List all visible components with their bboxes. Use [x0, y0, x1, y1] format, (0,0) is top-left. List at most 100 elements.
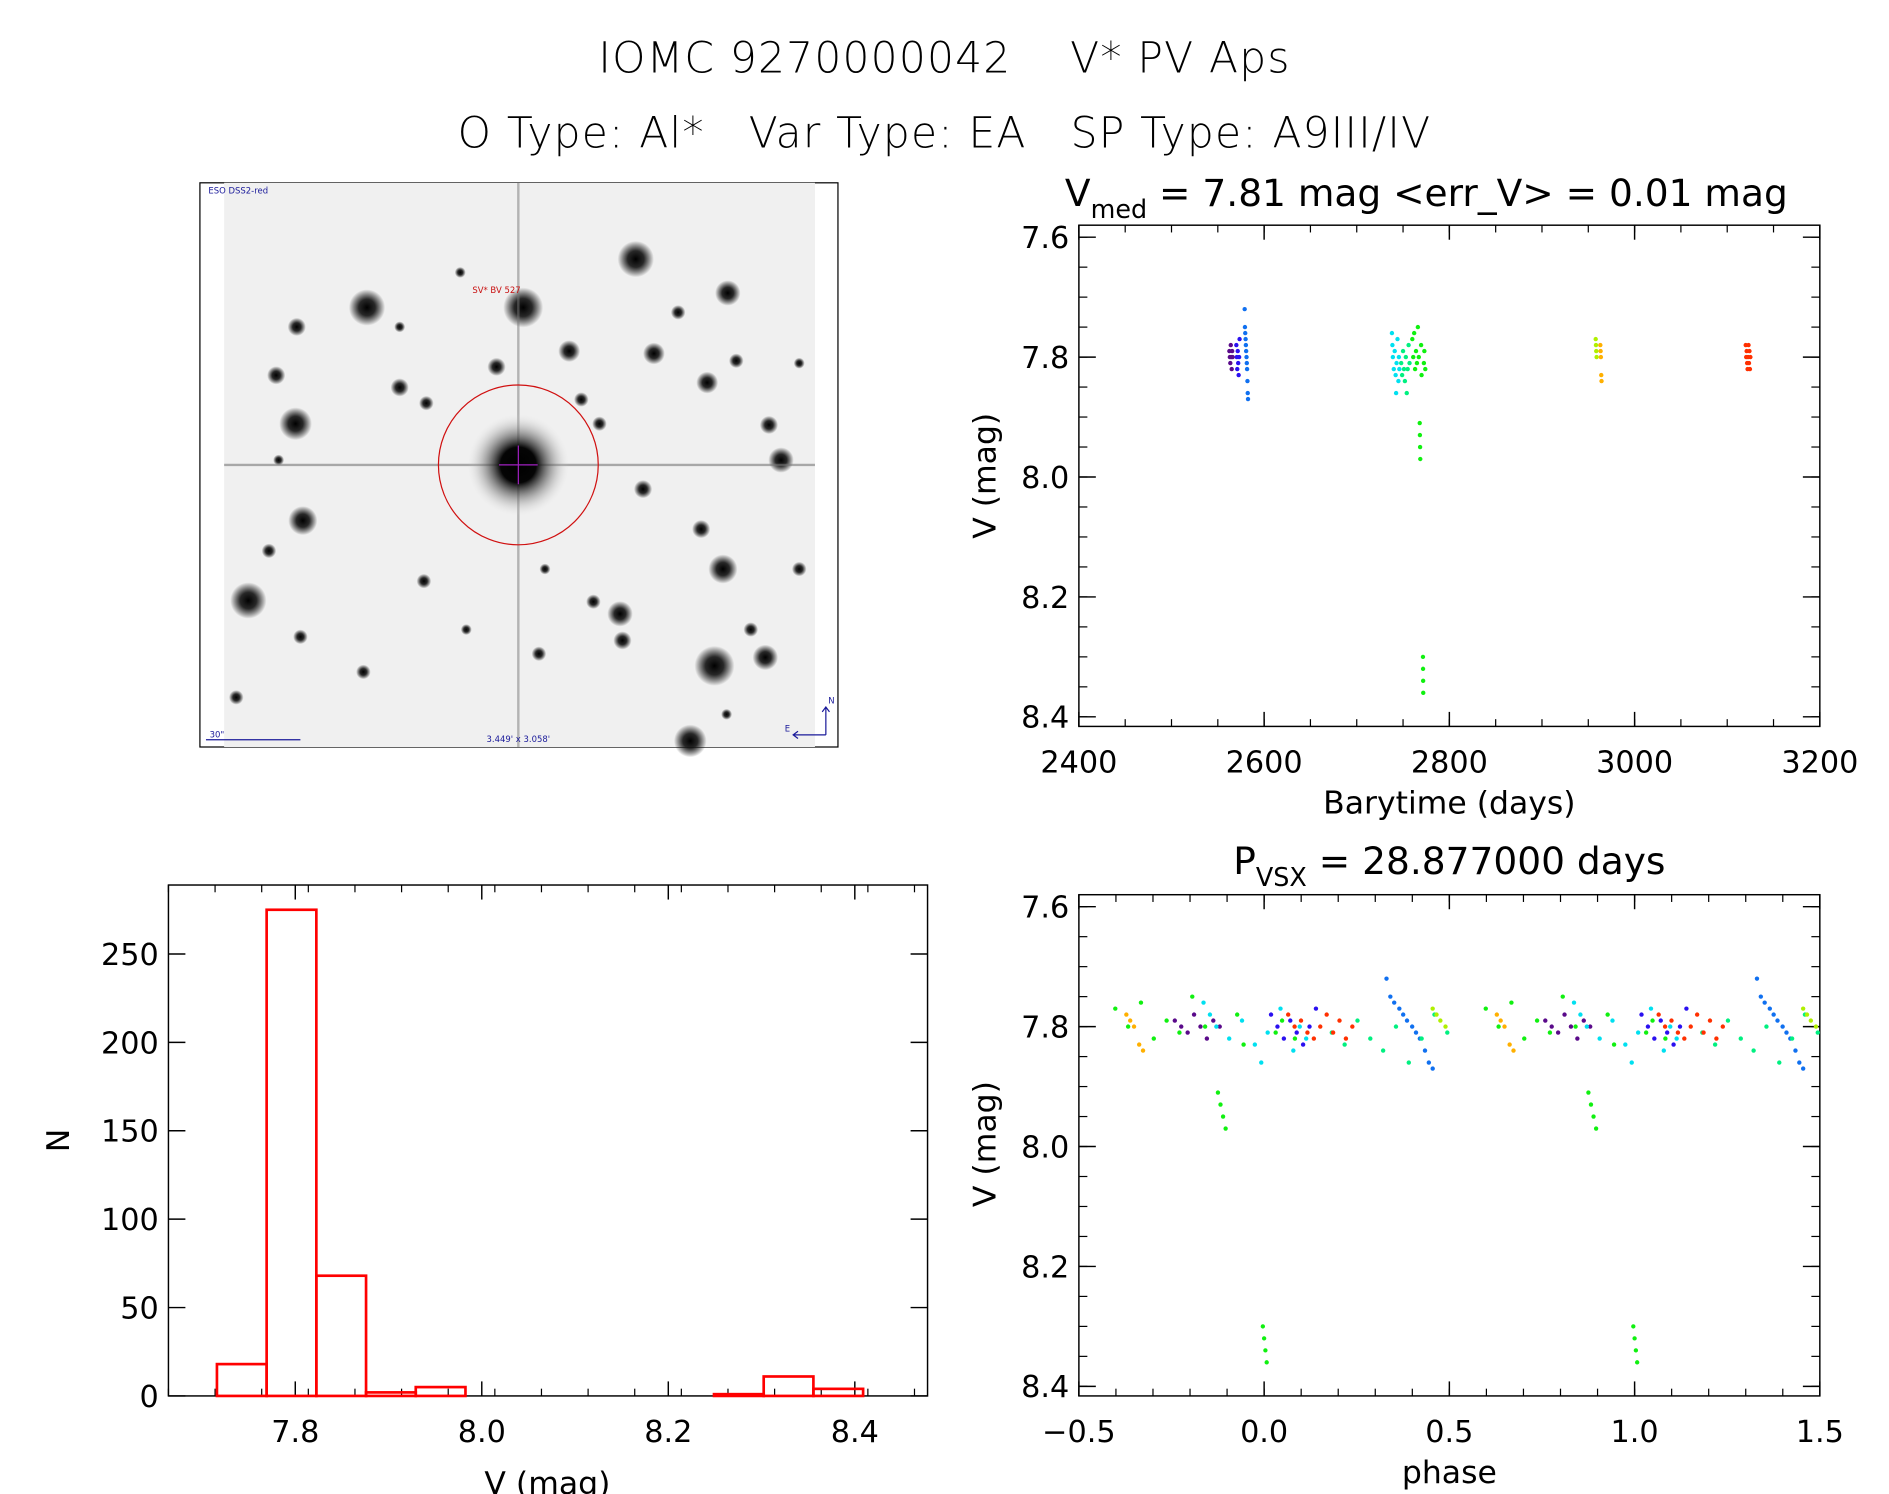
data-point — [1395, 336, 1400, 342]
data-point — [1430, 1006, 1435, 1011]
finder-chart-image: ESO DSS2-red SV* BV 527 30" 3.449' x 3.0… — [199, 182, 839, 758]
y-tick-label: 200 — [101, 1026, 159, 1061]
north-label: N — [828, 695, 834, 705]
data-point — [1190, 994, 1195, 999]
star — [539, 563, 551, 575]
data-point — [1593, 336, 1598, 342]
survey-label: ESO DSS2-red — [208, 186, 268, 196]
y-tick-label: 8.4 — [1021, 1370, 1069, 1405]
data-point — [1571, 1000, 1577, 1005]
star — [230, 582, 267, 619]
data-point — [1172, 1018, 1177, 1023]
data-point — [1368, 1036, 1373, 1041]
data-point — [1808, 1018, 1814, 1023]
data-point — [1422, 1048, 1428, 1053]
data-point — [1390, 354, 1396, 360]
data-point — [1797, 1060, 1802, 1065]
star — [793, 357, 805, 369]
data-point — [1656, 1012, 1661, 1017]
data-point — [1291, 1048, 1296, 1053]
data-point — [1549, 1024, 1554, 1029]
data-point — [1401, 366, 1407, 372]
star — [617, 240, 654, 278]
data-point — [1420, 654, 1426, 660]
data-point — [1598, 354, 1604, 360]
data-point — [1202, 1024, 1208, 1029]
data-point — [1268, 1012, 1274, 1017]
data-point — [1720, 1024, 1725, 1029]
data-point — [1416, 354, 1421, 360]
y-tick-label: 250 — [101, 938, 159, 973]
x-tick-label: −0.5 — [1042, 1415, 1115, 1450]
data-point — [1228, 360, 1233, 366]
data-point — [1762, 1000, 1767, 1005]
figure-subtitle: O Type: Al* Var Type: EA SP Type: A9III/… — [458, 109, 1432, 158]
data-point — [1230, 354, 1235, 360]
data-point — [1303, 1036, 1309, 1041]
star — [607, 601, 633, 627]
data-point — [1747, 348, 1752, 354]
data-point — [1422, 348, 1427, 354]
data-point — [1522, 1036, 1527, 1041]
histogram-bar — [812, 1387, 865, 1398]
data-point — [1243, 330, 1248, 336]
data-point — [1813, 1024, 1819, 1029]
data-point — [1593, 1126, 1599, 1131]
data-point — [1707, 1018, 1713, 1023]
star — [643, 342, 665, 365]
data-point — [1688, 1024, 1693, 1029]
x-tick-label: 8.0 — [458, 1415, 506, 1450]
data-point — [1675, 1030, 1681, 1035]
title-rest: = 28.877000 days — [1307, 839, 1666, 883]
data-point — [1413, 1030, 1419, 1035]
x-tick-label: 1.5 — [1796, 1415, 1844, 1450]
data-point — [1815, 1030, 1820, 1035]
data-point — [1313, 1006, 1319, 1011]
data-point — [1406, 342, 1411, 348]
x-tick-label: 3200 — [1781, 745, 1858, 780]
star — [460, 624, 472, 636]
data-point — [1434, 1012, 1439, 1017]
data-point — [1236, 360, 1241, 366]
data-point — [1623, 1042, 1628, 1047]
y-tick-label: 8.2 — [1021, 1250, 1069, 1285]
y-tick-label: 7.8 — [1021, 1011, 1069, 1046]
data-point — [1669, 1018, 1674, 1023]
compass-icon — [792, 706, 830, 740]
histogram-bar — [265, 908, 318, 1398]
data-point — [1404, 390, 1409, 396]
data-point — [1754, 976, 1760, 981]
data-point — [1671, 1042, 1676, 1047]
data-point — [1793, 1048, 1798, 1053]
data-point — [1562, 1012, 1567, 1017]
data-point — [1138, 1000, 1144, 1005]
data-point — [1662, 1024, 1668, 1029]
data-point — [1243, 336, 1248, 342]
data-point — [1746, 360, 1752, 366]
data-point — [1292, 1036, 1298, 1041]
y-tick-label: 8.0 — [1021, 1130, 1069, 1165]
data-point — [1645, 1024, 1651, 1029]
data-point — [1400, 348, 1406, 354]
data-point — [1594, 354, 1599, 360]
phase-curve-ylabel: V (mag) — [967, 1081, 1003, 1207]
phase-curve-plot: −0.5 0.0 0.5 1.0 1.5 7.6 7.8 8.0 8.2 8.4 — [1021, 891, 1844, 1450]
star — [228, 690, 244, 705]
star — [454, 266, 466, 278]
title-rest: = 7.81 mag <err_V> = 0.01 mag — [1147, 171, 1788, 215]
data-point — [1560, 994, 1565, 999]
data-point — [1396, 378, 1401, 384]
star — [743, 622, 759, 637]
y-tick-label: 8.0 — [1021, 461, 1069, 496]
east-label: E — [785, 723, 790, 733]
star — [287, 317, 306, 336]
data-point — [1714, 1036, 1719, 1041]
data-point — [1355, 1018, 1360, 1023]
data-point — [1288, 1018, 1293, 1023]
data-point — [1767, 1006, 1772, 1011]
star — [288, 506, 318, 536]
y-tick-label: 7.8 — [1021, 341, 1069, 376]
data-point — [1311, 1036, 1317, 1041]
histogram-bar — [315, 1274, 368, 1398]
star — [692, 519, 711, 539]
